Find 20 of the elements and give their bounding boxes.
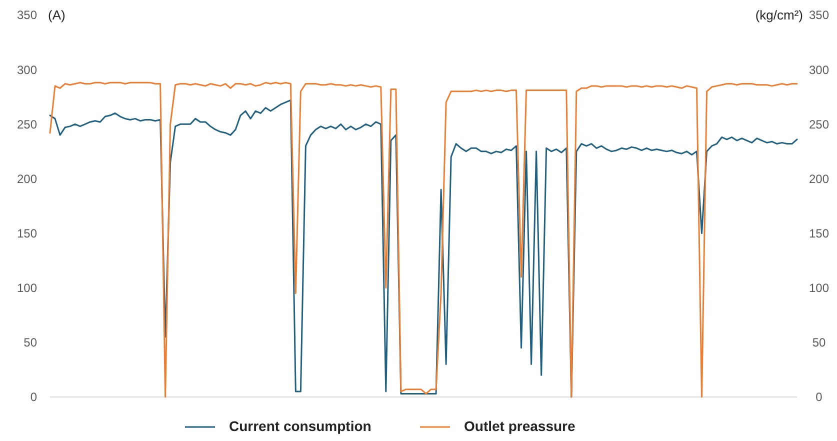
y-tick-label: 250 bbox=[16, 117, 38, 132]
y2-tick-label: 200 bbox=[808, 172, 830, 186]
y-tick-label: 0 bbox=[30, 390, 38, 404]
y-axis-title: (A) bbox=[48, 8, 66, 23]
y2-tick-label: 350 bbox=[808, 8, 830, 22]
y-tick-label: 150 bbox=[16, 226, 38, 240]
y-tick-label: 200 bbox=[16, 172, 38, 186]
y2-tick-label: 250 bbox=[808, 117, 830, 132]
y-tick-label: 50 bbox=[24, 336, 38, 350]
y-tick-label: 100 bbox=[16, 281, 38, 296]
y2-tick-label: 0 bbox=[816, 390, 823, 404]
y-tick-label: 350 bbox=[16, 8, 38, 22]
y2-tick-label: 300 bbox=[808, 62, 830, 77]
legend-label: Outlet preassure bbox=[464, 418, 576, 434]
y2-tick-label: 150 bbox=[808, 226, 830, 240]
y2-axis-title: (kg/cm²) bbox=[755, 8, 803, 23]
legend-label: Current consumption bbox=[229, 418, 372, 434]
y2-tick-label: 50 bbox=[812, 336, 826, 350]
y2-tick-label: 100 bbox=[808, 281, 830, 296]
y-tick-label: 300 bbox=[16, 62, 38, 77]
